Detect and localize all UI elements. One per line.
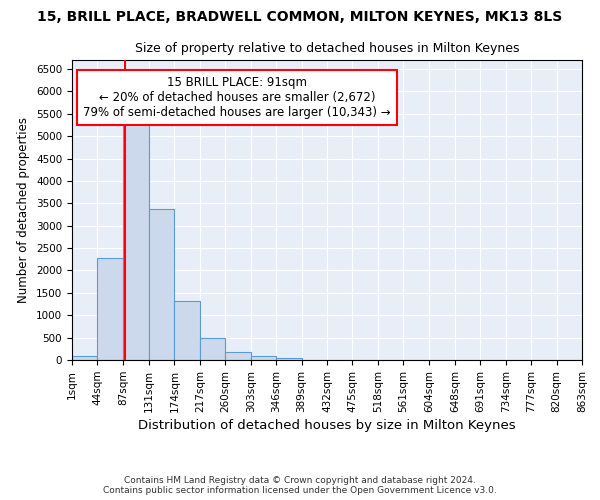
Title: Size of property relative to detached houses in Milton Keynes: Size of property relative to detached ho… <box>135 42 519 54</box>
Text: Contains HM Land Registry data © Crown copyright and database right 2024.
Contai: Contains HM Land Registry data © Crown c… <box>103 476 497 495</box>
Text: 15, BRILL PLACE, BRADWELL COMMON, MILTON KEYNES, MK13 8LS: 15, BRILL PLACE, BRADWELL COMMON, MILTON… <box>37 10 563 24</box>
Text: 15 BRILL PLACE: 91sqm
← 20% of detached houses are smaller (2,672)
79% of semi-d: 15 BRILL PLACE: 91sqm ← 20% of detached … <box>83 76 391 118</box>
Bar <box>251 356 276 360</box>
Bar <box>175 302 200 360</box>
Bar <box>200 338 225 360</box>
Bar <box>97 258 123 360</box>
Bar <box>149 208 175 360</box>
Bar <box>225 352 251 360</box>
Bar <box>276 358 302 360</box>
Bar <box>123 116 149 360</box>
Y-axis label: Number of detached properties: Number of detached properties <box>17 117 31 303</box>
X-axis label: Distribution of detached houses by size in Milton Keynes: Distribution of detached houses by size … <box>138 419 516 432</box>
Bar <box>72 356 97 360</box>
